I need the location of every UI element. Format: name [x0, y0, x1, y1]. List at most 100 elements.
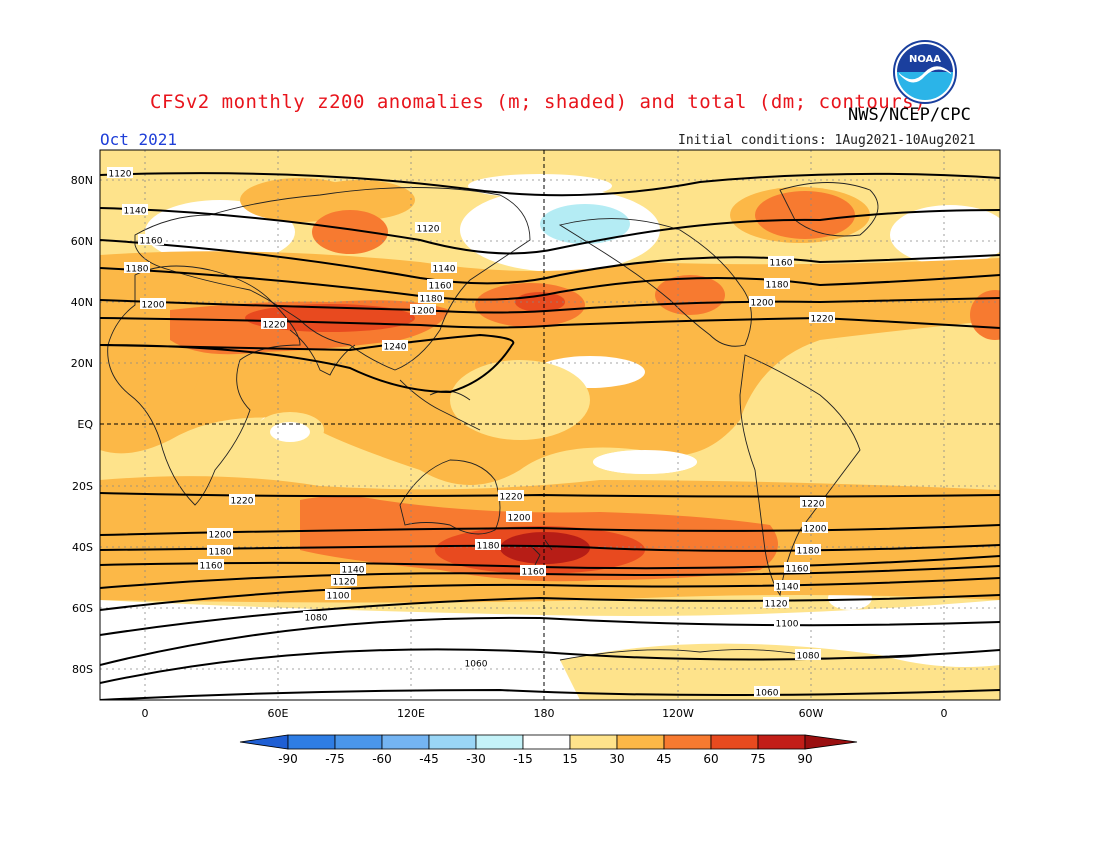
org-label: NWS/NCEP/CPC [848, 105, 971, 125]
colorbar-label: 75 [750, 752, 765, 766]
coast-new-zealand [529, 539, 553, 566]
contour-label-1220: 1220 [263, 321, 286, 331]
contour-1200 [100, 297, 1000, 314]
lat-label: 40N [71, 296, 93, 309]
colorbar-arrow-low [239, 734, 289, 750]
contour-1160 [100, 239, 1000, 285]
contour-label-1160: 1160 [429, 282, 452, 292]
contour-label-1080: 1080 [797, 652, 820, 662]
contour-label-bg [325, 589, 351, 600]
contour-label-bg [784, 562, 810, 573]
colorbar-segment [569, 734, 618, 750]
lon-label: 60E [268, 707, 289, 720]
contour-label-1180: 1180 [477, 542, 500, 552]
yellow-atlantic [830, 334, 950, 386]
contour-label-1220: 1220 [811, 315, 834, 325]
shading-30-45-asia [305, 180, 415, 220]
contour-label-bg [754, 686, 780, 697]
coast-africa [107, 265, 301, 506]
noaa-logo: NOAA [893, 40, 957, 104]
contour-label-bg [800, 497, 826, 508]
colorbar-segment [428, 734, 477, 750]
yellow-tropical-pacific [450, 360, 590, 440]
contour-label-1160: 1160 [140, 237, 163, 247]
contour-label-bg [303, 611, 329, 622]
contour-1060 [100, 648, 1000, 684]
contour-labels: 1060 1060 1080 1080 1100 1100 1120 1120 1120 1120… [107, 167, 835, 699]
colorbar: -90 -75 -60 -45 -30 -15 15 30 45 60 75 90 [239, 734, 858, 766]
contour-label-bg [463, 657, 489, 668]
lat-label: 20N [71, 357, 93, 370]
lon-label: 120W [662, 707, 694, 720]
colorbar-segment [381, 734, 430, 750]
shading-75-90-southern [500, 532, 590, 564]
contour-label-1220: 1220 [500, 493, 523, 503]
colorbar-label: 90 [797, 752, 812, 766]
initial-conditions: Initial conditions: 1Aug2021-10Aug2021 [678, 133, 976, 148]
coast-greenland [779, 182, 879, 237]
colorbar-label: -60 [372, 752, 392, 766]
shading-30-45-africa [100, 366, 200, 405]
coast-antarctica [559, 649, 931, 661]
contour-label-bg [809, 312, 835, 323]
colorbar-label: -15 [513, 752, 533, 766]
lat-label: 60N [71, 235, 93, 248]
contour-label-bg [207, 545, 233, 556]
map-title: CFSv2 monthly z200 anomalies (m; shaded)… [150, 91, 927, 113]
shading-45-60-siberia [312, 210, 388, 254]
contour-label-bg [749, 296, 775, 307]
coast-australia [399, 459, 501, 535]
contour-label-1220: 1220 [802, 500, 825, 510]
lat-label: 80S [72, 663, 93, 676]
shading-60-75-eurasia [245, 304, 415, 332]
contour-label-bg [198, 559, 224, 570]
colorbar-segment [663, 734, 712, 750]
lon-label: 120E [397, 707, 425, 720]
contour-1180 [100, 267, 1000, 301]
contour-label-1120: 1120 [109, 170, 132, 180]
contour-label-1200: 1200 [209, 531, 232, 541]
contour-label-bg [763, 597, 789, 608]
colorbar-label: 30 [609, 752, 624, 766]
lon-label: 180 [534, 707, 555, 720]
contour-label-bg [498, 490, 524, 501]
forecast-month: Oct 2021 [100, 130, 178, 149]
contour-label-bg [140, 298, 166, 309]
contour-label-1140: 1140 [124, 207, 147, 217]
lon-label: 60W [799, 707, 824, 720]
contour-1060 [100, 688, 1000, 700]
contour-label-1140: 1140 [776, 583, 799, 593]
coast-north-america [558, 218, 752, 347]
shading-arctic-yellow [100, 150, 1000, 300]
coast-south-america [739, 354, 861, 597]
lon-label: 0 [941, 707, 948, 720]
contour-label-1160: 1160 [522, 568, 545, 578]
contour-label-1180: 1180 [797, 547, 820, 557]
contour-label-bg [261, 318, 287, 329]
colorbar-segment [616, 734, 665, 750]
contour-label-bg [107, 167, 133, 178]
contour-label-bg [410, 304, 436, 315]
contour-label-1200: 1200 [804, 525, 827, 535]
colorbar-segment [757, 734, 806, 750]
contour-label-1100: 1100 [776, 620, 799, 630]
contour-label-1160: 1160 [200, 562, 223, 572]
contour-label-bg [207, 528, 233, 539]
contour-label-1240: 1240 [384, 343, 407, 353]
white-south-pacific-top [593, 450, 697, 474]
colorbar-segment [287, 734, 336, 750]
contour-label-bg [418, 292, 444, 303]
contour-label-1200: 1200 [508, 514, 531, 524]
contour-label-1200: 1200 [412, 307, 435, 317]
grid-lines [100, 150, 1000, 700]
colorbar-label: -45 [419, 752, 439, 766]
colorbar-segment [334, 734, 383, 750]
contour-label-bg [340, 563, 366, 574]
axis-labels: 80N 60N 40N 20N EQ 20S 40S 60S 80S 0 60E 120E 180 120… [71, 174, 948, 720]
colorbar-segment [475, 734, 524, 750]
coast-india [289, 329, 356, 376]
contour-label-1200: 1200 [142, 301, 165, 311]
contour-label-bg [331, 575, 357, 586]
coastlines [107, 182, 931, 661]
